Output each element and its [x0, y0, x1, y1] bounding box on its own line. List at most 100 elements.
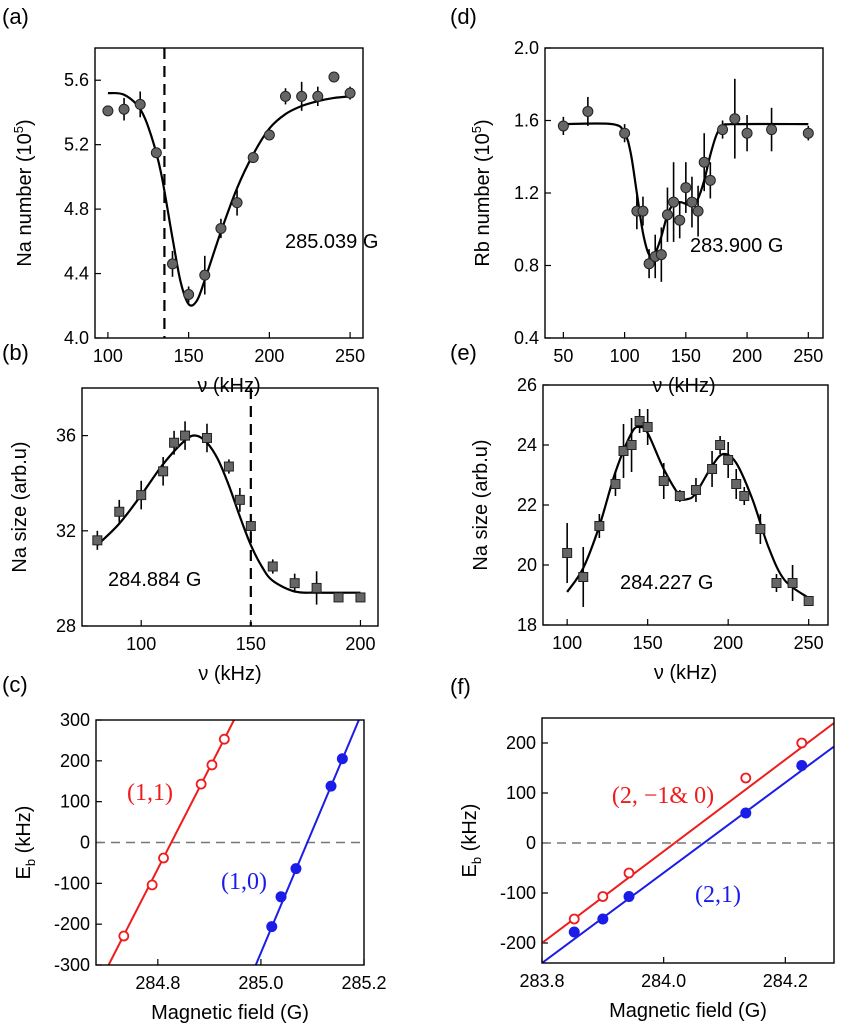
field-annotation: 283.900 G	[690, 235, 783, 257]
point-marker	[355, 592, 366, 603]
panel-e: (e) 100 150 200 250 18 20 22 24 26 ν (kHz) Na size …	[450, 340, 829, 684]
data-point	[114, 499, 125, 524]
y-tick-label: -200	[54, 914, 90, 934]
panel-label: (b)	[2, 340, 29, 365]
panel-a: (a) 100 150 200 250 4.0 4.4 4.8 5.2 5.6 ν (kHz) Na …	[2, 4, 378, 397]
point-marker	[637, 205, 649, 217]
field-annotation: 284.884 G	[108, 569, 201, 591]
x-axis-label: Magnetic field (G)	[609, 1000, 767, 1022]
x-tick-label: 100	[126, 634, 156, 654]
point-marker	[344, 87, 356, 99]
data-point	[234, 487, 245, 512]
x-tick-label: 285.2	[341, 973, 386, 993]
point-marker	[92, 535, 103, 546]
y-tick-label: 200	[506, 733, 536, 753]
y-axis-label: Eb (kHz)	[13, 806, 38, 880]
point-marker	[201, 432, 212, 443]
x-tick-label: 250	[335, 346, 365, 366]
fit-line	[542, 722, 834, 944]
data-point	[618, 424, 629, 478]
point-marker	[658, 476, 669, 486]
data-point	[247, 152, 259, 164]
data-point	[169, 430, 180, 455]
point-marker	[619, 127, 631, 139]
data-point	[680, 162, 692, 213]
plot-frame	[542, 384, 829, 626]
point-marker	[562, 548, 573, 558]
plot-frame	[95, 719, 365, 966]
point-marker	[787, 578, 798, 588]
point-marker	[739, 491, 750, 501]
x-tick-label: 284.8	[135, 973, 180, 993]
point-marker	[618, 446, 629, 456]
x-tick-label: 150	[236, 634, 266, 654]
data-point	[626, 418, 637, 472]
point-marker	[707, 464, 718, 474]
point-marker	[146, 879, 158, 891]
panel-label: (e)	[450, 340, 477, 365]
point-marker	[218, 733, 230, 745]
data-point	[802, 125, 814, 141]
field-annotation: 284.227 G	[620, 572, 713, 594]
point-marker	[698, 156, 710, 168]
data-point	[717, 120, 729, 139]
point-marker	[247, 152, 259, 164]
series-red: (1,1)	[107, 720, 236, 965]
point-marker	[692, 205, 704, 217]
data-point	[289, 573, 300, 593]
data-point	[723, 442, 734, 478]
data-point	[267, 559, 278, 574]
data-point	[333, 592, 344, 603]
y-axis-label-text: Eb (kHz)	[13, 806, 38, 880]
point-marker	[690, 485, 701, 495]
data-point	[199, 255, 211, 295]
y-tick-label: 200	[60, 751, 90, 771]
series-blue: (2,1)	[542, 745, 834, 963]
x-axis-label: ν (kHz)	[652, 375, 715, 397]
x-tick-label: 200	[345, 634, 375, 654]
x-tick-label: 200	[732, 346, 762, 366]
data-point	[150, 147, 162, 159]
series-label: (2, −1& 0)	[612, 783, 714, 809]
data-point	[643, 249, 655, 279]
point-marker	[231, 197, 243, 209]
data-point	[578, 547, 589, 607]
y-tick-label: 1.2	[514, 183, 539, 203]
y-axis-label-text: Eb (kHz)	[459, 804, 484, 878]
point-marker	[118, 103, 130, 115]
point-marker	[234, 494, 245, 505]
y-tick-label: 20	[517, 555, 537, 575]
data-point	[344, 86, 356, 100]
data-point	[637, 196, 649, 226]
data-point	[134, 91, 146, 118]
x-axis-label: Magnetic field (G)	[151, 1002, 309, 1024]
point-marker	[245, 521, 256, 532]
data-point	[704, 162, 716, 199]
point-marker	[578, 572, 589, 582]
y-tick-label: 18	[517, 615, 537, 635]
data-point	[674, 202, 686, 239]
data-point	[166, 251, 178, 277]
panel-label: (a)	[2, 4, 29, 29]
field-annotation: 285.039 G	[285, 231, 378, 253]
data-point	[312, 86, 324, 106]
data-point	[686, 176, 698, 228]
point-marker	[568, 926, 580, 938]
data-point	[729, 78, 741, 159]
data-point	[158, 457, 169, 486]
x-tick-label: 284.0	[641, 971, 686, 991]
x-tick-label: 284.2	[763, 971, 808, 991]
fit-line	[254, 720, 360, 965]
data-point	[655, 227, 667, 282]
y-tick-label: 26	[517, 375, 537, 395]
y-tick-label: 0.4	[514, 328, 539, 348]
point-marker	[311, 582, 322, 593]
data-point	[183, 286, 195, 303]
point-marker	[118, 930, 130, 942]
data-point	[102, 105, 114, 117]
point-marker	[328, 71, 340, 83]
y-tick-label: 5.6	[64, 70, 89, 90]
y-tick-label: 100	[506, 783, 536, 803]
point-marker	[704, 174, 716, 186]
y-tick-label: 24	[517, 435, 537, 455]
